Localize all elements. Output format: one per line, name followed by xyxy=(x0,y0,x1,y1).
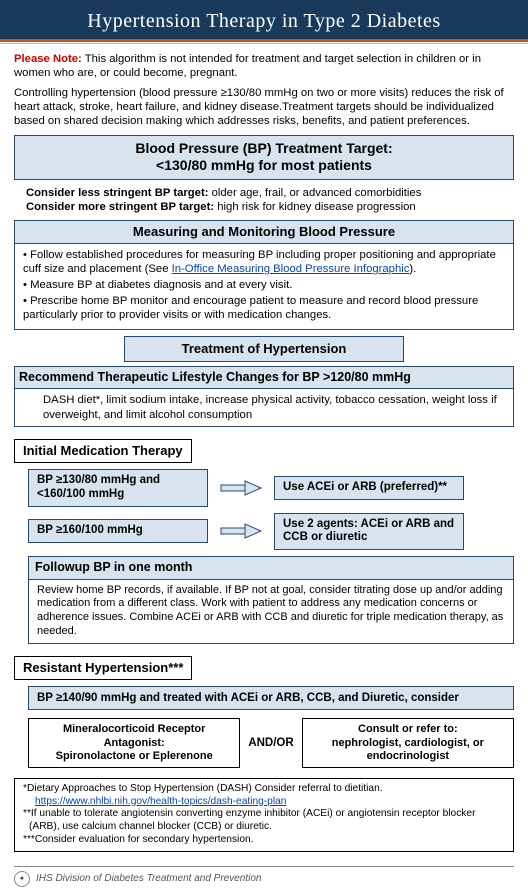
footnote-2: **If unable to tolerate angiotensin conv… xyxy=(23,808,505,834)
resistant-options-row: Mineralocorticoid Receptor Antagonist: S… xyxy=(28,718,514,768)
initial-therapy-label: Initial Medication Therapy xyxy=(14,439,192,463)
bp-target-box: Blood Pressure (BP) Treatment Target: <1… xyxy=(14,135,514,180)
measuring-title: Measuring and Monitoring Blood Pressure xyxy=(15,221,513,244)
measuring-infographic-link[interactable]: In-Office Measuring Blood Pressure Infog… xyxy=(172,263,410,275)
dash-link[interactable]: https://www.nhlbi.nih.gov/health-topics/… xyxy=(35,796,286,807)
consider-targets: Consider less stringent BP target: older… xyxy=(26,186,514,214)
followup-body: Review home BP records, if available. If… xyxy=(29,580,513,643)
bp-target-line1: Blood Pressure (BP) Treatment Target: xyxy=(21,140,507,158)
resistant-label: Resistant Hypertension*** xyxy=(14,656,192,680)
arrow-icon xyxy=(216,522,266,540)
please-note-lead: Please Note: xyxy=(14,53,82,65)
lifestyle-title: Recommend Therapeutic Lifestyle Changes … xyxy=(15,367,513,390)
treatment-tab: Treatment of Hypertension xyxy=(124,336,404,362)
intro-paragraph: Controlling hypertension (blood pressure… xyxy=(14,86,514,128)
lifestyle-body: DASH diet*, limit sodium intake, increas… xyxy=(23,393,505,421)
footnote-1: *Dietary Approaches to Stop Hypertension… xyxy=(23,783,505,796)
consider-less-label: Consider less stringent BP target: xyxy=(26,187,208,199)
consider-more-text: high risk for kidney disease progression xyxy=(214,201,416,213)
rule-orange xyxy=(0,39,528,42)
rx-row-2: BP ≥160/100 mmHg Use 2 agents: ACEi or A… xyxy=(28,513,514,551)
footer-bar: ✦ IHS Division of Diabetes Treatment and… xyxy=(14,866,514,887)
consider-more-label: Consider more stringent BP target: xyxy=(26,201,214,213)
header-band: Hypertension Therapy in Type 2 Diabetes xyxy=(0,0,528,39)
measuring-box: Measuring and Monitoring Blood Pressure … xyxy=(14,220,514,330)
rx-row1-left: BP ≥130/80 mmHg and <160/100 mmHg xyxy=(28,469,208,507)
resistant-option-left: Mineralocorticoid Receptor Antagonist: S… xyxy=(28,718,240,768)
measuring-body: • Follow established procedures for meas… xyxy=(15,244,513,329)
resistant-bp-box: BP ≥140/90 mmHg and treated with ACEi or… xyxy=(28,686,514,710)
followup-title: Followup BP in one month xyxy=(29,557,513,580)
page-title: Hypertension Therapy in Type 2 Diabetes xyxy=(0,10,528,33)
page-body: Please Note: This algorithm is not inten… xyxy=(0,44,528,856)
and-or-label: AND/OR xyxy=(246,736,295,750)
please-note: Please Note: This algorithm is not inten… xyxy=(14,52,514,80)
rx-row1-right: Use ACEi or ARB (preferred)** xyxy=(274,476,464,500)
consider-less-text: older age, frail, or advanced comorbidit… xyxy=(208,187,421,199)
rx-row2-right: Use 2 agents: ACEi or ARB and CCB or diu… xyxy=(274,513,464,551)
measuring-bullet-3: • Prescribe home BP monitor and encourag… xyxy=(23,294,505,322)
resistant-option-right: Consult or refer to: nephrologist, cardi… xyxy=(302,718,514,768)
measuring-bullet-2: • Measure BP at diabetes diagnosis and a… xyxy=(23,278,505,292)
footnote-3: ***Consider evaluation for secondary hyp… xyxy=(23,834,505,847)
followup-box: Followup BP in one month Review home BP … xyxy=(28,556,514,644)
please-note-text: This algorithm is not intended for treat… xyxy=(14,53,481,79)
rx-row-1: BP ≥130/80 mmHg and <160/100 mmHg Use AC… xyxy=(28,469,514,507)
footer-text: IHS Division of Diabetes Treatment and P… xyxy=(36,873,261,884)
rx-row2-left: BP ≥160/100 mmHg xyxy=(28,519,208,543)
arrow-icon xyxy=(216,479,266,497)
lifestyle-box: Recommend Therapeutic Lifestyle Changes … xyxy=(14,366,514,427)
bp-target-line2: <130/80 mmHg for most patients xyxy=(21,157,507,175)
measuring-bullet-1: • Follow established procedures for meas… xyxy=(23,248,505,276)
seal-icon: ✦ xyxy=(14,871,30,887)
measuring-b1c: ). xyxy=(409,263,416,275)
